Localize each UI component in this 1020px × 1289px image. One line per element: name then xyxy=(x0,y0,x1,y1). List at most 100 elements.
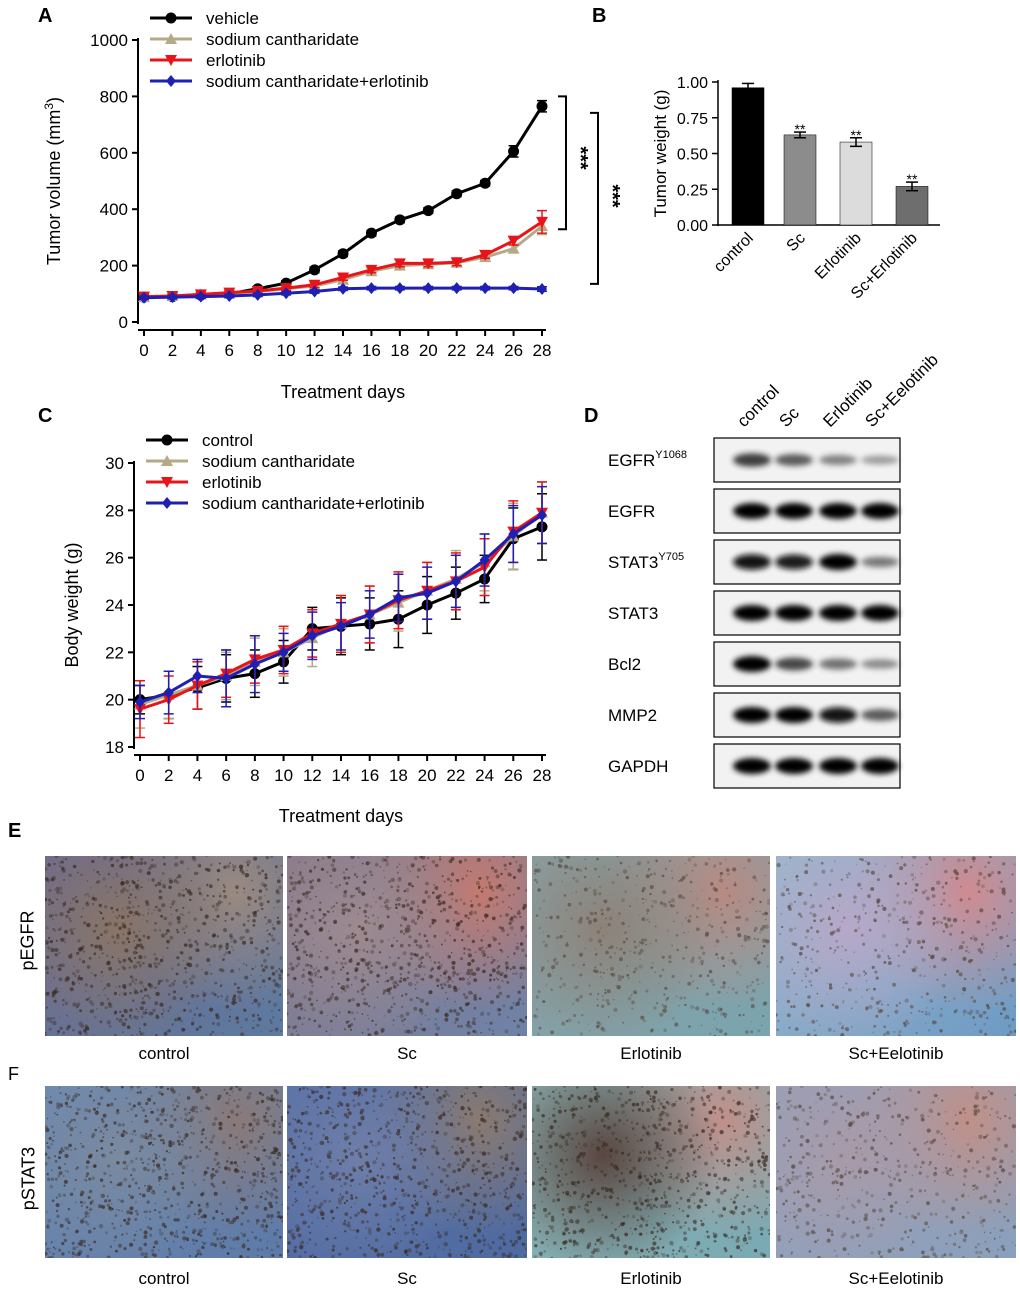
ihc-nucleus xyxy=(344,907,348,912)
ihc-nucleus xyxy=(166,1087,170,1091)
ihc-nucleus xyxy=(575,891,577,893)
ihc-nucleus xyxy=(353,1018,356,1020)
ihc-nucleus xyxy=(542,1000,546,1004)
ihc-nucleus xyxy=(639,941,642,944)
ihc-nucleus xyxy=(141,1000,146,1005)
ihc-nucleus xyxy=(508,862,512,865)
ihc-nucleus xyxy=(474,972,477,975)
ihc-nucleus xyxy=(911,864,914,867)
ihc-nucleus xyxy=(831,1003,835,1007)
ihc-nucleus xyxy=(437,966,441,970)
ihc-nucleus xyxy=(121,941,126,945)
ihc-nucleus xyxy=(551,862,554,866)
ihc-nucleus xyxy=(276,916,280,919)
ihc-nucleus xyxy=(453,1126,456,1128)
ihc-nucleus xyxy=(864,912,867,915)
ihc-nucleus xyxy=(903,863,907,867)
ihc-nucleus xyxy=(88,895,91,898)
ihc-nucleus xyxy=(517,1000,520,1003)
ihc-nucleus xyxy=(280,969,283,974)
ihc-nucleus xyxy=(818,966,821,970)
ihc-nucleus xyxy=(161,1134,164,1136)
ihc-nucleus xyxy=(59,1103,63,1107)
ihc-nucleus xyxy=(304,861,307,864)
ihc-nucleus xyxy=(1012,939,1015,942)
ihc-nucleus xyxy=(508,1252,513,1257)
ihc-nucleus xyxy=(436,1089,439,1092)
ihc-nucleus xyxy=(507,906,510,909)
ihc-nucleus xyxy=(146,1200,150,1204)
ihc-nucleus xyxy=(118,1243,122,1248)
ihc-nucleus xyxy=(399,973,402,976)
ihc-nucleus xyxy=(453,919,455,921)
ihc-nucleus xyxy=(278,973,282,977)
ihc-nucleus xyxy=(152,1245,156,1249)
ihc-nucleus xyxy=(841,1024,844,1027)
ihc-nucleus xyxy=(451,1146,454,1148)
ihc-nucleus xyxy=(489,885,494,890)
ihc-nucleus xyxy=(442,1111,446,1114)
ihc-nucleus xyxy=(345,868,348,871)
ihc-nucleus xyxy=(167,1029,171,1033)
ihc-nucleus xyxy=(139,1228,142,1231)
ihc-nucleus xyxy=(87,1109,91,1113)
ihc-nucleus xyxy=(110,863,115,868)
ihc-nucleus xyxy=(148,984,154,989)
ihc-nucleus xyxy=(788,927,793,932)
ihc-nucleus xyxy=(172,996,177,1001)
ihc-nucleus xyxy=(501,1166,505,1170)
ihc-nucleus xyxy=(440,910,443,913)
ihc-nucleus xyxy=(279,1236,282,1239)
ihc-nucleus xyxy=(164,1118,167,1122)
ihc-nucleus xyxy=(84,1032,88,1036)
ihc-nucleus xyxy=(343,1201,346,1205)
ihc-nucleus xyxy=(297,962,300,966)
ihc-nucleus xyxy=(196,1007,199,1010)
ihc-nucleus xyxy=(115,872,118,875)
ihc-nucleus xyxy=(259,1195,263,1199)
ihc-nucleus xyxy=(121,862,124,865)
ihc-nucleus xyxy=(450,880,453,883)
ihc-nucleus xyxy=(584,947,587,950)
ihc-nucleus xyxy=(129,1008,133,1012)
ihc-nucleus xyxy=(484,916,487,919)
ihc-nucleus xyxy=(93,952,97,955)
ihc-nucleus xyxy=(794,927,797,930)
ihc-nucleus xyxy=(349,1216,352,1220)
ihc-nucleus xyxy=(375,1238,379,1242)
ihc-nucleus xyxy=(269,1030,272,1033)
ihc-nucleus xyxy=(125,880,130,885)
ihc-nucleus xyxy=(426,1200,429,1203)
ihc-nucleus xyxy=(874,919,877,923)
ihc-nucleus xyxy=(485,875,489,879)
ihc-nucleus xyxy=(143,955,147,959)
ihc-nucleus xyxy=(397,1015,399,1017)
ihc-nucleus xyxy=(144,1210,148,1214)
ihc-nucleus xyxy=(862,908,864,910)
ihc-nucleus xyxy=(290,1033,294,1036)
ihc-nucleus xyxy=(338,1141,340,1144)
ihc-nucleus xyxy=(968,897,971,901)
ihc-nucleus xyxy=(107,1164,111,1168)
ihc-nucleus xyxy=(398,979,402,983)
ihc-nucleus xyxy=(170,1204,174,1208)
ihc-nucleus xyxy=(714,897,719,903)
ihc-nucleus xyxy=(206,1166,210,1170)
ihc-nucleus xyxy=(448,1150,450,1152)
ihc-nucleus xyxy=(158,895,163,900)
ihc-nucleus xyxy=(372,896,374,898)
ihc-nucleus xyxy=(112,973,115,976)
ihc-nucleus xyxy=(518,997,522,1001)
ihc-nucleus xyxy=(183,1107,187,1111)
ihc-nucleus xyxy=(279,1170,283,1174)
blot-column-label: Sc xyxy=(775,403,803,431)
ihc-nucleus xyxy=(247,896,250,900)
ihc-nucleus xyxy=(427,1210,432,1214)
ihc-nucleus xyxy=(379,1204,382,1206)
ihc-nucleus xyxy=(177,892,182,897)
ihc-nucleus xyxy=(134,1015,139,1020)
ihc-nucleus xyxy=(762,1015,765,1017)
ihc-nucleus xyxy=(58,963,62,967)
ihc-nucleus xyxy=(498,1146,502,1150)
ihc-nucleus xyxy=(84,1024,88,1028)
